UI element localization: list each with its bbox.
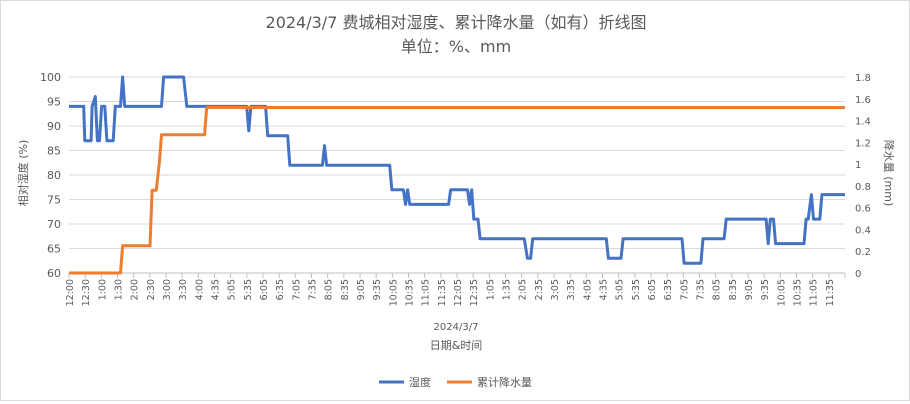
x-tick-label: 5:05: [615, 279, 626, 300]
x-tick-label: 9:35: [760, 279, 771, 300]
x-tick-label: 8:35: [340, 279, 351, 300]
chart-subtitle: 单位：%、mm: [401, 37, 511, 56]
x-tick-label: 3:30: [178, 279, 189, 300]
x-tick-label: 10:05: [776, 279, 787, 306]
y-axis-left-ticks: 60 65 70 75 80 85 90 95 100: [40, 71, 61, 280]
chart-title: 2024/3/7 费城相对湿度、累计降水量（如有）折线图: [266, 13, 647, 32]
x-tick-label: 1:30: [114, 279, 125, 300]
x-tick-label: 11:05: [809, 279, 820, 306]
x-tick-label: 7:35: [308, 279, 319, 300]
series-line-humidity: [69, 75, 845, 265]
x-tick-label: 4:00: [194, 279, 205, 300]
x-tick-label: 8:05: [324, 279, 335, 300]
legend-label-precipitation: 累计降水量: [477, 375, 532, 389]
x-axis-title: 日期&时间: [430, 339, 483, 352]
x-tick-label: 6:35: [663, 279, 674, 300]
x-tick-label: 6:05: [259, 279, 270, 300]
y-left-tick-label: 100: [40, 71, 61, 84]
x-tick-label: 12:00: [65, 279, 76, 306]
y-right-tick-label: 1.6: [855, 95, 871, 106]
series-line-precipitation: [69, 106, 845, 275]
y-right-tick-label: 0: [855, 269, 861, 280]
x-tick-label: 7:05: [679, 279, 690, 300]
x-tick-label: 9:05: [356, 279, 367, 300]
x-tick-label: 7:35: [696, 279, 707, 300]
y-left-tick-label: 80: [47, 169, 61, 182]
x-tick-label: 3:05: [550, 279, 561, 300]
x-tick-label: 7:05: [291, 279, 302, 300]
x-tick-label: 1:35: [502, 279, 513, 300]
y-right-tick-label: 0.8: [855, 182, 871, 193]
y-left-tick-label: 65: [47, 243, 61, 256]
y-axis-right-title: 降水量 (mm): [882, 140, 896, 207]
y-axis-right-ticks: 0 0.2 0.4 0.6 0.8 1 1.2 1.4 1.6 1.8: [855, 73, 871, 280]
y-left-tick-label: 85: [47, 145, 61, 158]
x-tick-label: 10:05: [388, 279, 399, 306]
x-tick-label: 1:00: [97, 279, 108, 300]
x-tick-label: 12:35: [469, 279, 480, 306]
y-right-tick-label: 0.6: [855, 204, 871, 215]
y-right-tick-label: 1.4: [855, 117, 871, 128]
x-tick-label: 9:05: [744, 279, 755, 300]
x-tick-label: 6:35: [275, 279, 286, 300]
x-tick-label: 3:00: [162, 279, 173, 300]
x-tick-label: 10:35: [793, 279, 804, 306]
y-left-tick-label: 75: [47, 194, 61, 207]
x-tick-label: 12:05: [453, 279, 464, 306]
legend-label-humidity: 湿度: [409, 375, 431, 389]
x-tick-label: 2:00: [130, 279, 141, 300]
x-tick-label: 4:35: [599, 279, 610, 300]
y-left-tick-label: 95: [47, 96, 61, 109]
x-tick-label: 10:35: [405, 279, 416, 306]
x-tick-label: 2:05: [518, 279, 529, 300]
x-tick-label: 3:35: [566, 279, 577, 300]
x-tick-label: 8:05: [712, 279, 723, 300]
x-tick-label: 11:35: [437, 279, 448, 306]
y-left-tick-label: 90: [47, 120, 61, 133]
series-lines: [69, 75, 845, 275]
x-tick-label: 4:35: [211, 279, 222, 300]
y-left-tick-label: 70: [47, 218, 61, 231]
x-tick-label: 11:35: [825, 279, 836, 306]
x-tick-label: 1:05: [485, 279, 496, 300]
x-tick-label: 12:30: [81, 279, 92, 306]
x-tick-label: 2:35: [534, 279, 545, 300]
y-left-tick-label: 60: [47, 267, 61, 280]
legend: 湿度 累计降水量: [379, 375, 532, 389]
x-tick-label: 8:35: [728, 279, 739, 300]
gridlines: [68, 76, 846, 278]
y-right-tick-label: 1.8: [855, 73, 871, 84]
x-tick-label: 5:05: [227, 279, 238, 300]
x-tick-label: 11:05: [421, 279, 432, 306]
x-tick-label: 2:30: [146, 279, 157, 300]
x-axis-date-label: 2024/3/7: [434, 322, 479, 333]
x-tick-label: 5:35: [243, 279, 254, 300]
y-right-tick-label: 1.2: [855, 138, 871, 149]
y-right-tick-label: 0.4: [855, 225, 871, 236]
x-tick-label: 4:05: [582, 279, 593, 300]
y-right-tick-label: 0.2: [855, 247, 871, 258]
y-axis-left-title: 相对湿度 (%): [16, 140, 30, 207]
x-axis-ticks: 12:00 12:30 1:00 1:30 2:00 2:30 3:00 3:30 4:00 4:…: [65, 279, 836, 306]
x-tick-label: 6:05: [647, 279, 658, 300]
y-right-tick-label: 1: [855, 160, 861, 171]
x-tick-label: 5:35: [631, 279, 642, 300]
x-tick-label: 9:35: [372, 279, 383, 300]
